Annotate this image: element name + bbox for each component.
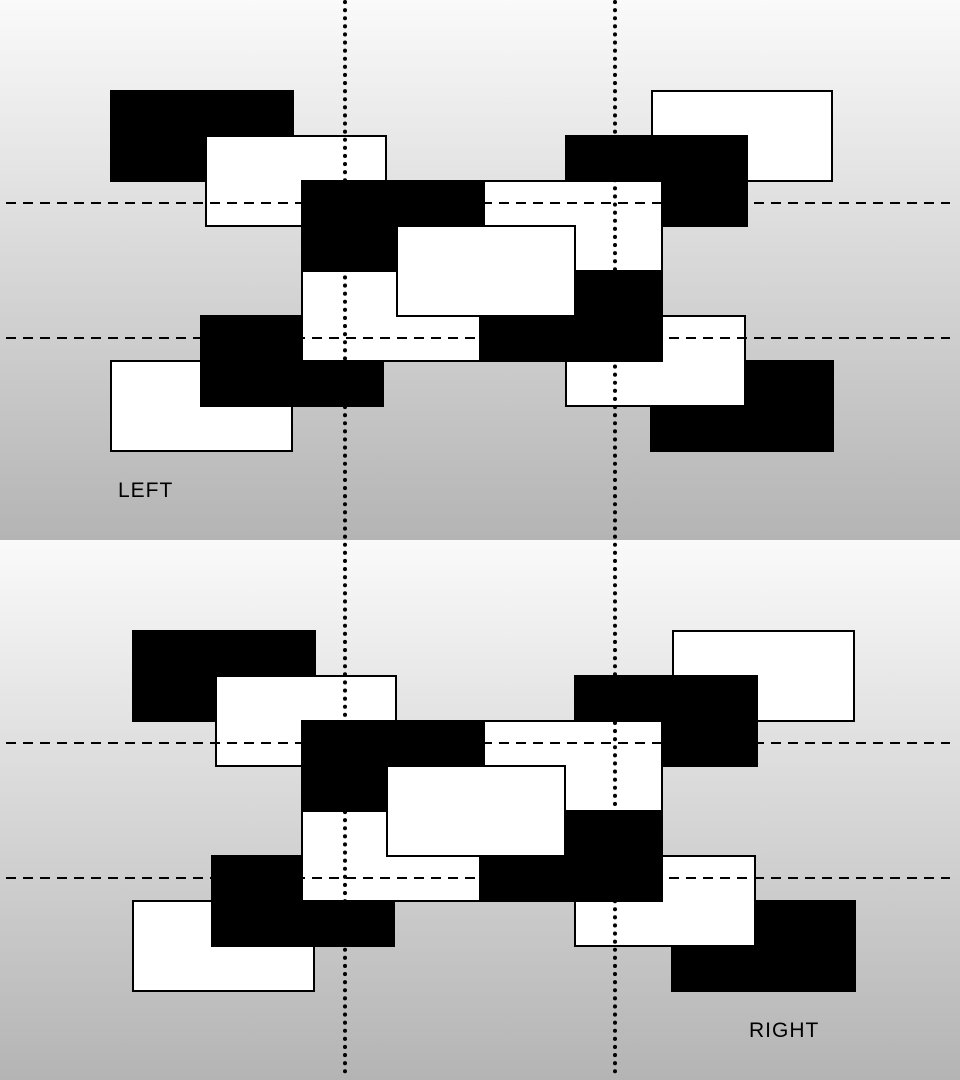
panel-top-horizontal-guides	[6, 202, 950, 339]
panel-bottom-label: RIGHT	[749, 1019, 819, 1042]
panel-bottom: RIGHT	[0, 540, 960, 1080]
panel-top: LEFT	[0, 0, 960, 540]
vertical-guides	[343, 0, 617, 1080]
panel-bottom-tile-white-13	[386, 765, 566, 857]
panel-bottom-tiles	[132, 630, 856, 992]
panel-top-tiles	[110, 90, 834, 452]
panel-top-tile-white-13	[396, 225, 576, 317]
panel-top-label: LEFT	[118, 479, 173, 502]
panel-bottom-horizontal-guides	[6, 742, 950, 879]
